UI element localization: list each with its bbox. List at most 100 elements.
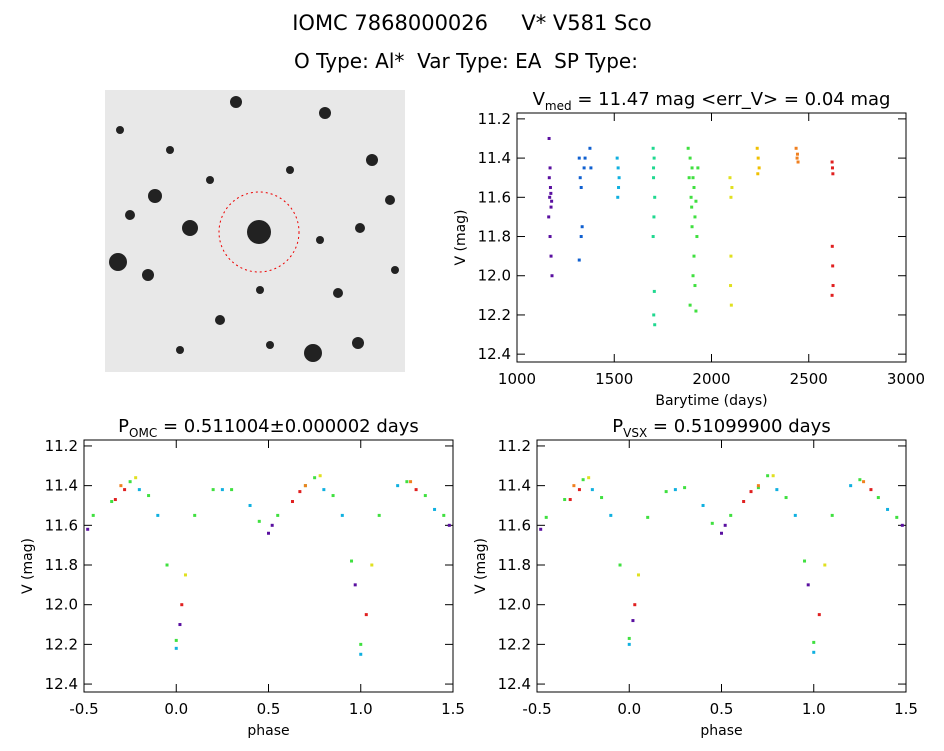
data-point	[690, 205, 694, 209]
data-point	[876, 496, 880, 500]
data-point	[831, 284, 835, 288]
x-tick-label: 1.0	[349, 700, 373, 718]
data-point	[618, 563, 622, 567]
data-point	[577, 488, 581, 492]
data-point	[710, 521, 714, 525]
data-point	[270, 523, 274, 527]
data-point	[806, 583, 810, 587]
data-point	[331, 494, 335, 498]
data-point	[340, 513, 344, 517]
data-point	[886, 507, 890, 511]
figure-title: IOMC 7868000026 V* V581 Sco	[292, 11, 652, 35]
data-point	[812, 650, 816, 654]
data-point	[729, 254, 733, 258]
data-point	[550, 199, 554, 203]
data-point	[627, 642, 631, 646]
data-point	[831, 264, 835, 268]
data-point	[396, 484, 400, 488]
data-point	[257, 519, 261, 523]
data-point	[694, 309, 698, 313]
data-point	[631, 619, 635, 623]
data-point	[414, 488, 418, 492]
data-point	[858, 478, 862, 482]
data-point	[539, 527, 543, 531]
y-tick-label: 11.4	[45, 477, 78, 495]
data-point	[830, 244, 834, 248]
data-point	[653, 195, 657, 199]
y-tick-label: 11.8	[478, 228, 511, 246]
data-point	[290, 500, 294, 504]
title-sub: OMC	[129, 426, 157, 440]
data-point	[550, 274, 554, 278]
data-point	[688, 303, 692, 307]
data-point	[695, 235, 699, 239]
data-point	[652, 215, 656, 219]
y-tick-label: 12.2	[45, 635, 78, 653]
data-point	[230, 488, 234, 492]
data-point	[211, 488, 215, 492]
data-point	[442, 513, 446, 517]
data-point	[686, 146, 690, 150]
x-tick-label: 1.5	[894, 700, 918, 718]
data-point	[720, 531, 723, 535]
data-point	[579, 186, 583, 190]
star-image	[105, 90, 405, 372]
data-point	[627, 636, 631, 640]
data-point	[409, 480, 413, 484]
data-point	[549, 205, 553, 209]
data-point	[652, 156, 656, 160]
x-tick-label: 0.0	[164, 700, 188, 718]
data-point	[830, 293, 834, 297]
y-tick-label: 11.2	[45, 437, 78, 455]
data-point	[180, 603, 184, 607]
y-axis-label: V (mag)	[473, 538, 489, 594]
data-point	[547, 136, 551, 140]
data-point	[123, 488, 127, 492]
data-point	[322, 488, 326, 492]
title-sub: VSX	[623, 426, 647, 440]
data-point	[831, 172, 835, 176]
data-point	[771, 474, 775, 478]
data-point	[701, 503, 705, 507]
data-point	[578, 176, 582, 180]
y-tick-label: 12.0	[478, 267, 511, 285]
title-rest: = 0.511004±0.000002 days	[157, 416, 419, 437]
data-point	[423, 494, 427, 498]
data-point	[617, 176, 621, 180]
data-point	[615, 156, 619, 160]
data-point	[795, 156, 799, 160]
data-point	[646, 515, 650, 519]
data-point	[756, 172, 760, 176]
data-point	[617, 186, 621, 190]
data-point	[636, 573, 640, 577]
data-point	[812, 640, 816, 644]
y-tick-label: 11.2	[478, 110, 511, 128]
data-point	[113, 498, 117, 502]
data-point	[568, 498, 572, 502]
data-point	[729, 284, 733, 288]
data-point	[183, 573, 187, 577]
data-point	[749, 490, 753, 494]
data-point	[664, 490, 668, 494]
data-point	[590, 488, 594, 492]
data-point	[370, 563, 374, 567]
data-point	[895, 515, 899, 519]
data-point	[609, 513, 613, 517]
y-tick-label: 11.6	[45, 516, 78, 534]
data-point	[651, 146, 655, 150]
data-point	[110, 500, 114, 504]
title-main: P	[118, 416, 129, 437]
data-point	[688, 156, 692, 160]
y-tick-label: 12.2	[498, 635, 531, 653]
x-tick-label: 2500	[790, 370, 828, 388]
data-point	[248, 503, 252, 507]
data-point	[137, 488, 141, 492]
title-main: P	[612, 416, 623, 437]
data-point	[756, 486, 760, 490]
data-point	[549, 254, 553, 258]
data-point	[572, 484, 576, 488]
data-point	[303, 484, 307, 488]
data-point	[583, 156, 587, 160]
data-point	[298, 490, 302, 494]
data-point	[652, 166, 656, 170]
